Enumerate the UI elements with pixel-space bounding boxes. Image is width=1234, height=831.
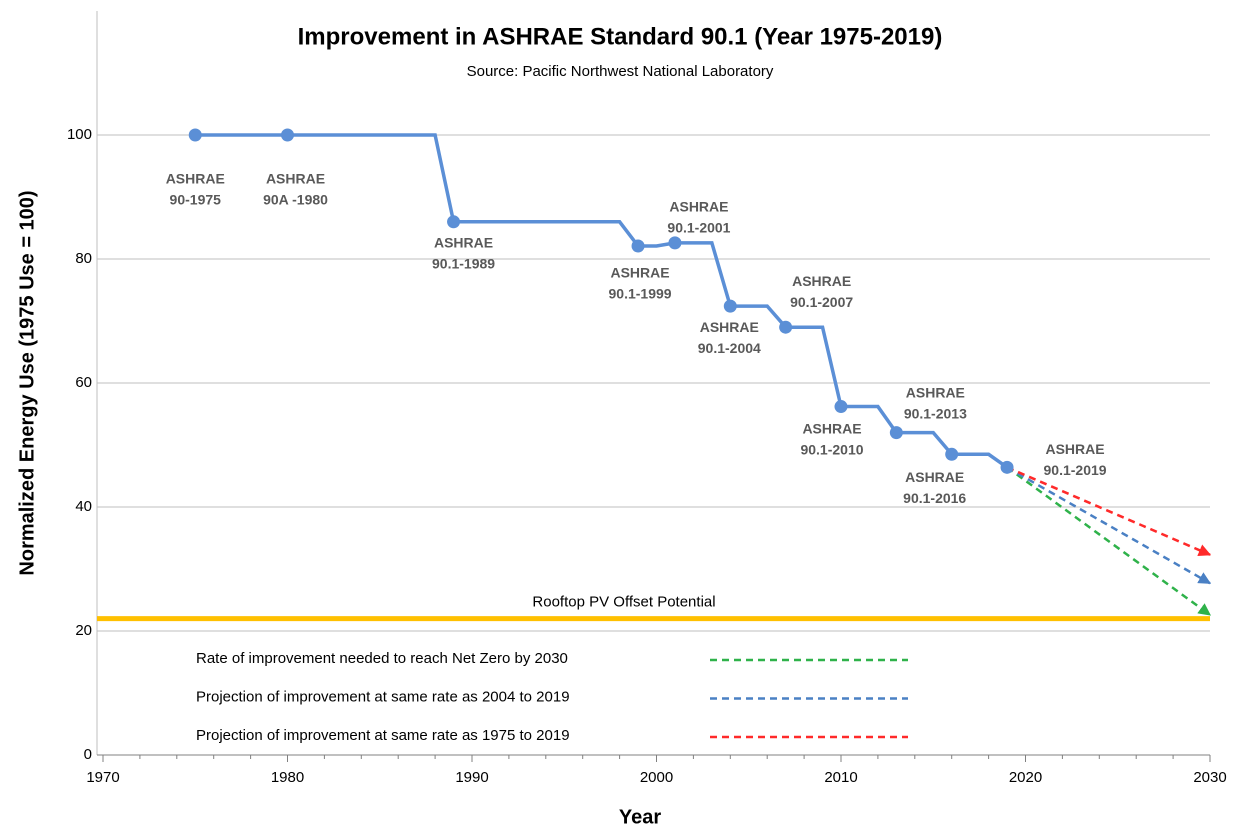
chart-subtitle: Source: Pacific Northwest National Labor… — [467, 63, 774, 80]
standard-label: 90-1975 — [170, 192, 222, 208]
x-axis-label: Year — [619, 806, 661, 828]
standard-label: 90.1-2001 — [667, 220, 730, 236]
y-tick-label: 100 — [67, 126, 92, 143]
legend-label: Projection of improvement at same rate a… — [196, 727, 570, 744]
standard-label: ASHRAE — [669, 199, 728, 215]
standard-label: 90.1-2016 — [903, 490, 966, 506]
x-tick-label: 2000 — [640, 769, 673, 786]
standard-marker — [188, 128, 202, 142]
standard-marker — [668, 236, 682, 250]
y-tick-label: 80 — [75, 250, 92, 267]
x-tick-label: 1970 — [86, 769, 119, 786]
projection-line — [1006, 466, 1212, 616]
legend-label: Projection of improvement at same rate a… — [196, 688, 570, 705]
standard-label: 90.1-1999 — [609, 286, 672, 302]
reference-line-label: Rooftop PV Offset Potential — [532, 594, 715, 611]
x-tick-label: 1990 — [455, 769, 488, 786]
x-tick-label: 2030 — [1193, 769, 1226, 786]
x-tick-label: 2020 — [1009, 769, 1042, 786]
standard-label: ASHRAE — [266, 171, 325, 187]
standard-label: 90.1-2004 — [698, 340, 761, 356]
y-tick-label: 60 — [75, 374, 92, 391]
x-tick-label: 1980 — [271, 769, 304, 786]
standard-marker — [631, 239, 645, 253]
standard-label: ASHRAE — [610, 265, 669, 281]
standard-marker — [723, 299, 737, 313]
standard-marker — [889, 426, 903, 440]
standard-marker — [779, 320, 793, 334]
legend-label: Rate of improvement needed to reach Net … — [196, 650, 568, 667]
standard-label: ASHRAE — [792, 273, 851, 289]
standard-label: ASHRAE — [434, 235, 493, 251]
projection-line — [1006, 466, 1212, 557]
chart-title: Improvement in ASHRAE Standard 90.1 (Yea… — [298, 23, 943, 50]
y-tick-label: 40 — [75, 498, 92, 515]
standard-marker — [447, 215, 461, 229]
x-tick-label: 2010 — [824, 769, 857, 786]
y-tick-label: 0 — [84, 746, 92, 763]
standard-label: 90.1-2019 — [1044, 462, 1107, 478]
standard-label: 90.1-2010 — [800, 441, 863, 457]
standard-marker — [1000, 460, 1014, 474]
standard-label: ASHRAE — [905, 469, 964, 485]
y-tick-label: 20 — [75, 622, 92, 639]
standard-marker — [945, 447, 959, 461]
standard-marker — [281, 128, 294, 142]
standard-label: ASHRAE — [700, 319, 759, 335]
standard-line — [195, 133, 1009, 469]
standard-marker — [834, 400, 848, 414]
standard-label: 90A -1980 — [263, 192, 328, 208]
standard-label: 90.1-2007 — [790, 294, 853, 310]
standard-label: 90.1-1989 — [432, 256, 495, 272]
standard-label: ASHRAE — [1045, 441, 1104, 457]
projection-line — [1006, 466, 1212, 585]
standard-label: ASHRAE — [166, 171, 225, 187]
standard-label: ASHRAE — [906, 384, 965, 400]
standard-label: 90.1-2013 — [904, 405, 967, 421]
y-axis-label: Normalized Energy Use (1975 Use = 100) — [16, 190, 38, 575]
standard-label: ASHRAE — [802, 420, 861, 436]
